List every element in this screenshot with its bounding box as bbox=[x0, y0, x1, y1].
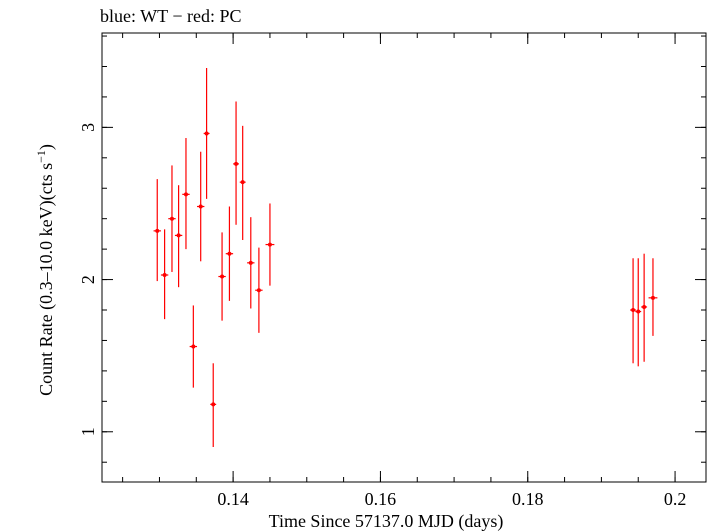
data-point bbox=[265, 203, 275, 286]
y-tick-label: 2 bbox=[78, 275, 98, 284]
data-marker bbox=[162, 273, 167, 278]
chart-title: blue: WT − red: PC bbox=[100, 6, 241, 26]
data-point bbox=[247, 217, 255, 309]
data-point bbox=[210, 363, 217, 447]
y-axis-label-superscript: −1 bbox=[34, 150, 48, 163]
data-point bbox=[153, 179, 161, 282]
data-point bbox=[174, 185, 183, 288]
data-marker bbox=[220, 274, 225, 279]
y-tick-labels: 1 2 3 bbox=[78, 123, 98, 436]
data-marker bbox=[650, 295, 655, 300]
data-point bbox=[255, 247, 263, 333]
data-point bbox=[160, 229, 169, 320]
data-point bbox=[225, 206, 234, 301]
x-tick-label: 0.14 bbox=[217, 489, 249, 509]
data-point bbox=[239, 125, 246, 240]
plot-frame bbox=[101, 32, 707, 483]
data-marker bbox=[234, 161, 239, 166]
data-marker bbox=[642, 304, 647, 309]
data-point bbox=[168, 165, 176, 272]
data-marker bbox=[155, 228, 160, 233]
data-marker bbox=[183, 192, 188, 197]
data-point bbox=[182, 138, 190, 250]
y-axis-label: Count Rate (0.3–10.0 keV)(cts s−1) bbox=[34, 144, 57, 396]
data-points-pc bbox=[153, 68, 658, 447]
data-point bbox=[203, 68, 210, 199]
data-marker bbox=[240, 180, 245, 185]
data-point bbox=[648, 258, 658, 336]
axis-ticks bbox=[102, 33, 706, 482]
data-marker bbox=[248, 260, 253, 265]
y-axis-label-main: Count Rate (0.3–10.0 keV)(cts s bbox=[36, 163, 57, 396]
data-marker bbox=[169, 216, 174, 221]
data-point bbox=[197, 151, 205, 262]
data-point bbox=[233, 101, 240, 225]
data-marker bbox=[227, 251, 232, 256]
data-point bbox=[641, 253, 648, 362]
data-point bbox=[189, 305, 198, 388]
x-tick-label: 0.18 bbox=[512, 489, 544, 509]
data-marker bbox=[198, 204, 203, 209]
data-marker bbox=[636, 309, 641, 314]
x-tick-labels: 0.14 0.16 0.18 0.2 bbox=[217, 489, 686, 509]
y-axis-label-close: ) bbox=[36, 144, 57, 150]
data-marker bbox=[631, 308, 636, 313]
data-marker bbox=[211, 402, 216, 407]
data-marker bbox=[256, 288, 261, 293]
y-tick-label: 3 bbox=[78, 123, 98, 132]
data-point bbox=[218, 232, 226, 321]
data-point bbox=[630, 258, 637, 364]
data-point bbox=[635, 258, 642, 367]
data-marker bbox=[176, 233, 181, 238]
data-marker bbox=[267, 242, 272, 247]
data-marker bbox=[204, 131, 209, 136]
y-tick-label: 1 bbox=[78, 427, 98, 436]
data-marker bbox=[191, 344, 196, 349]
x-tick-label: 0.16 bbox=[365, 489, 397, 509]
x-tick-label: 0.2 bbox=[664, 489, 687, 509]
x-axis-label: Time Since 57137.0 MJD (days) bbox=[269, 511, 504, 532]
